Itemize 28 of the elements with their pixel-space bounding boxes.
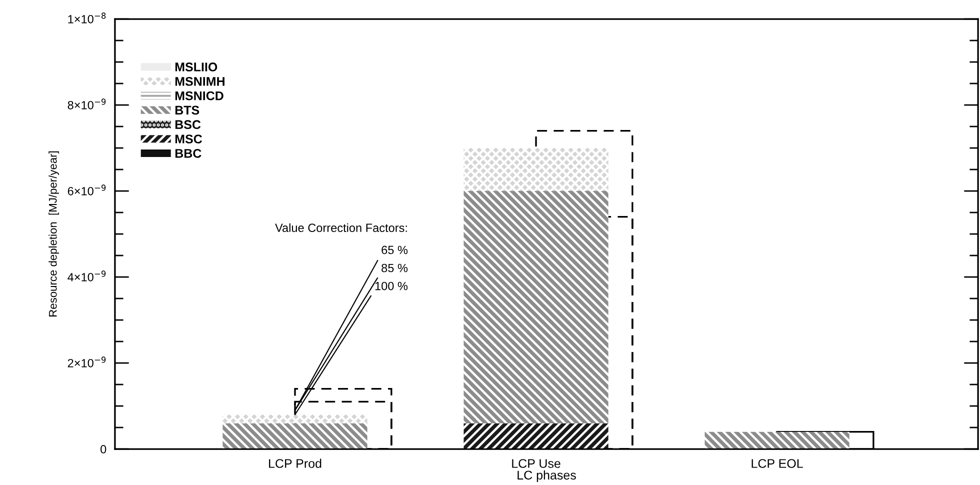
y-tick-label: 1×10$^{−8}$ — [68, 12, 106, 24]
legend-label: MSNICD — [175, 91, 224, 100]
legend-label: MSC — [175, 134, 202, 144]
annotation: 100 % — [375, 282, 408, 290]
legend-label: BBC — [175, 148, 202, 158]
bar — [222, 414, 368, 424]
bar — [222, 423, 368, 450]
annotation: Value Correction Factors: — [275, 223, 407, 232]
bar — [464, 148, 608, 192]
legend-label: MSNIMH — [175, 76, 224, 86]
legend-label: BSC — [175, 120, 201, 130]
bar — [464, 191, 608, 424]
x-tick-label: LCP Prod — [269, 458, 322, 468]
annotation: 85 % — [382, 264, 408, 272]
x-axis-title: LC phases — [518, 470, 576, 482]
legend-label: BTS — [175, 106, 200, 115]
y-tick-label: 4×10$^{−9}$ — [68, 270, 106, 282]
annotation: 65 % — [382, 246, 408, 254]
y-tick-label: 2×10$^{−9}$ — [68, 356, 106, 368]
y-tick-label: 8×10$^{−9}$ — [68, 98, 106, 110]
bar — [464, 423, 608, 450]
bar — [704, 432, 850, 450]
y-tick-label: 0 — [100, 445, 106, 454]
y-axis-title: Resource depletion [MJ/per/year] — [48, 151, 59, 316]
legend-label: MSLIIO — [175, 62, 218, 72]
y-tick-label: 6×10$^{−9}$ — [68, 184, 106, 196]
x-tick-label: LCP Use — [512, 459, 560, 468]
x-tick-label: LCP EOL — [752, 459, 803, 468]
